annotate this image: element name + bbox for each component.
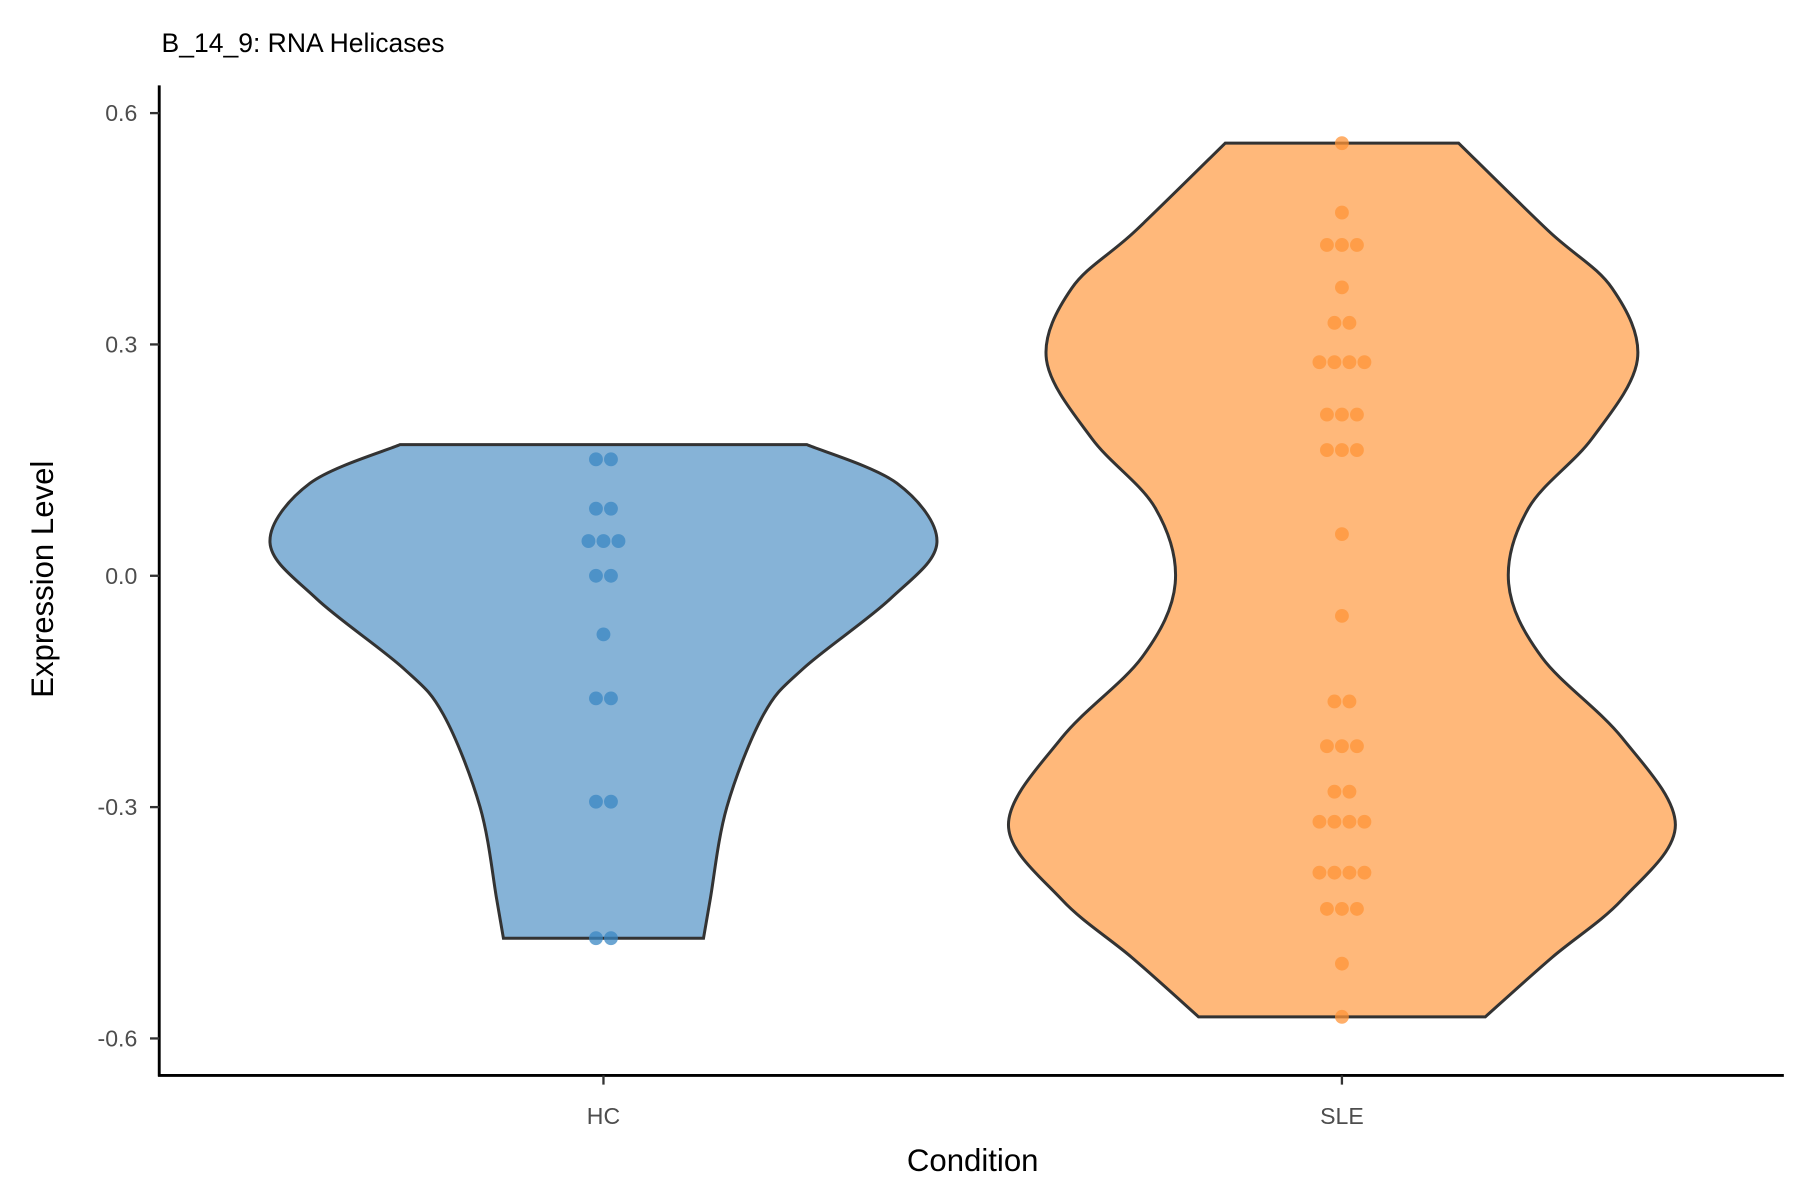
data-point-sle bbox=[1342, 865, 1357, 880]
chart-title: B_14_9: RNA Helicases bbox=[162, 28, 445, 58]
data-point-sle bbox=[1320, 901, 1334, 916]
data-point-sle bbox=[1327, 694, 1342, 709]
data-point-hc bbox=[611, 534, 626, 548]
data-point-sle bbox=[1342, 814, 1357, 829]
data-point-sle bbox=[1327, 355, 1342, 370]
data-point-sle bbox=[1357, 814, 1372, 829]
data-point-sle bbox=[1335, 280, 1349, 295]
data-point-sle bbox=[1342, 784, 1357, 799]
data-point-hc bbox=[589, 501, 603, 516]
data-point-hc bbox=[589, 452, 603, 467]
data-point-hc bbox=[596, 534, 611, 548]
data-point-sle bbox=[1312, 814, 1327, 829]
data-point-sle bbox=[1335, 739, 1349, 754]
data-point-hc bbox=[604, 452, 618, 467]
data-point-sle bbox=[1357, 355, 1372, 370]
data-point-hc bbox=[604, 931, 618, 946]
data-point-sle bbox=[1320, 238, 1334, 252]
data-point-hc bbox=[589, 568, 603, 583]
data-point-hc bbox=[604, 794, 618, 809]
data-point-hc bbox=[604, 501, 618, 516]
data-point-hc bbox=[604, 568, 618, 583]
data-point-sle bbox=[1350, 238, 1364, 252]
data-point-sle bbox=[1335, 527, 1349, 542]
data-point-sle bbox=[1312, 865, 1327, 880]
violin-sle bbox=[1006, 141, 1677, 1019]
data-point-sle bbox=[1327, 865, 1342, 880]
data-point-sle bbox=[1350, 739, 1364, 754]
data-point-sle bbox=[1320, 739, 1334, 754]
data-point-sle bbox=[1335, 238, 1349, 252]
y-tick-label: -0.3 bbox=[98, 794, 138, 820]
data-point-sle bbox=[1342, 694, 1357, 709]
data-point-sle bbox=[1320, 443, 1334, 458]
data-point-hc bbox=[589, 691, 603, 706]
y-tick-label: -0.6 bbox=[98, 1026, 138, 1052]
data-point-sle bbox=[1350, 443, 1364, 458]
data-point-sle bbox=[1357, 865, 1372, 880]
plot-area bbox=[268, 136, 1677, 1024]
data-point-sle bbox=[1335, 901, 1349, 916]
x-axis-title: Condition bbox=[907, 1143, 1039, 1178]
data-point-hc bbox=[581, 534, 596, 548]
data-point-sle bbox=[1350, 407, 1364, 422]
y-tick-label: 0.6 bbox=[105, 100, 137, 126]
x-axis-ticks: HC SLE bbox=[587, 1075, 1364, 1129]
y-tick-label: 0.0 bbox=[105, 563, 137, 589]
data-point-hc bbox=[589, 794, 603, 809]
data-point-sle bbox=[1342, 315, 1357, 330]
data-point-sle bbox=[1335, 136, 1349, 151]
data-point-sle bbox=[1335, 407, 1349, 422]
y-axis-ticks: 0.6 0.3 0.0 -0.3 -0.6 bbox=[98, 100, 160, 1052]
data-point-sle bbox=[1335, 205, 1349, 220]
data-point-sle bbox=[1335, 608, 1349, 623]
data-point-sle bbox=[1335, 1009, 1349, 1024]
data-point-sle bbox=[1335, 956, 1349, 971]
data-point-sle bbox=[1327, 814, 1342, 829]
data-point-sle bbox=[1327, 784, 1342, 799]
y-axis-title: Expression Level bbox=[25, 461, 60, 698]
data-point-hc bbox=[589, 931, 603, 946]
data-point-sle bbox=[1312, 355, 1327, 370]
data-point-sle bbox=[1342, 355, 1357, 370]
data-point-hc bbox=[596, 627, 611, 642]
x-tick-label: SLE bbox=[1320, 1103, 1364, 1129]
data-point-sle bbox=[1320, 407, 1334, 422]
data-point-hc bbox=[604, 691, 618, 706]
data-point-sle bbox=[1327, 315, 1342, 330]
violin-hc bbox=[268, 443, 939, 940]
data-point-sle bbox=[1335, 443, 1349, 458]
y-tick-label: 0.3 bbox=[105, 332, 137, 358]
data-point-sle bbox=[1350, 901, 1364, 916]
x-tick-label: HC bbox=[587, 1103, 620, 1129]
